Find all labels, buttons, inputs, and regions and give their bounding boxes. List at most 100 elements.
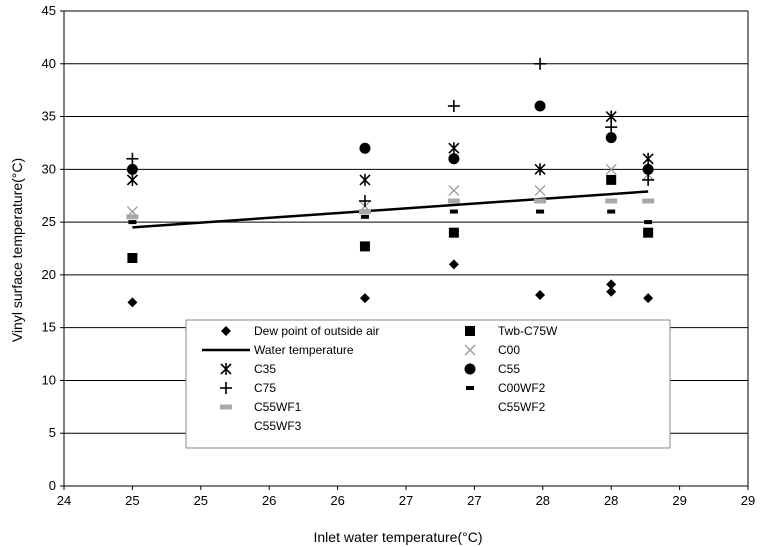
data-point: [642, 173, 655, 186]
legend-label: C75: [254, 381, 276, 395]
data-point: [126, 214, 139, 220]
data-point: [535, 289, 546, 300]
legend-swatch: [221, 326, 231, 336]
circle-marker: [605, 132, 617, 144]
x-tick-label: 28: [536, 493, 550, 508]
y-tick-label: 45: [42, 3, 56, 18]
data-point: [605, 121, 618, 134]
square-marker: [448, 227, 459, 238]
data-point: [534, 184, 546, 196]
water-temperature-line: [132, 190, 649, 229]
diamond-marker: [127, 297, 138, 308]
data-point: [642, 152, 654, 165]
data-point: [448, 259, 459, 270]
x-tick-label: 27: [399, 493, 413, 508]
legend-label: Twb-C75W: [498, 324, 558, 338]
circle-marker: [464, 363, 476, 375]
data-point: [448, 142, 460, 155]
square-marker: [127, 253, 138, 263]
diamond-marker: [606, 279, 617, 290]
data-point: [126, 163, 138, 175]
bar-marker: [358, 209, 371, 215]
legend: Dew point of outside air Twb-C75W Water te…: [185, 319, 671, 449]
bar-marker: [220, 404, 232, 410]
x-tick-label: 29: [672, 493, 686, 508]
x-tick-label: 26: [262, 493, 276, 508]
data-point: [644, 220, 653, 225]
diamond-marker: [359, 293, 370, 304]
x-b: [605, 163, 617, 175]
x-b: [464, 344, 476, 356]
dash-marker: [466, 386, 474, 390]
dash-marker: [360, 214, 369, 219]
data-point: [606, 286, 617, 297]
dash-marker: [644, 220, 653, 225]
legend-label: C00: [498, 343, 520, 357]
x-tick-label: 25: [194, 493, 208, 508]
data-point: [534, 163, 546, 176]
bar-marker: [605, 198, 618, 204]
y-axis-title: Vinyl surface temperature(°C): [9, 158, 25, 342]
legend-label: C55WF2: [498, 400, 546, 414]
data-point: [359, 241, 370, 252]
y-tick-label: 20: [42, 267, 56, 282]
legend-swatch: [464, 344, 476, 356]
circle-marker: [126, 163, 138, 175]
y-tick-label: 5: [49, 425, 56, 440]
data-point: [448, 153, 460, 165]
data-point: [605, 163, 617, 175]
legend-label: C55WF1: [254, 400, 302, 414]
legend-swatch: [464, 363, 476, 375]
y-tick-label: 30: [42, 161, 56, 176]
y-tick-label: 10: [42, 372, 56, 387]
data-point: [358, 209, 371, 215]
square-marker: [606, 174, 617, 185]
diamond-marker: [606, 286, 617, 297]
x-tick-label: 24: [57, 493, 71, 508]
data-point: [359, 293, 370, 304]
y-tick-label: 0: [49, 478, 56, 493]
circle-marker: [642, 163, 654, 175]
legend-swatch: [466, 386, 474, 390]
y-tick-label: 35: [42, 109, 56, 124]
bar-marker: [126, 214, 139, 220]
dash-marker: [449, 209, 458, 214]
data-point: [605, 198, 618, 204]
legend-label: C55: [498, 362, 520, 376]
circle-marker: [534, 100, 546, 112]
data-point: [642, 163, 654, 175]
data-point: [126, 173, 138, 186]
legend-label: Dew point of outside air: [254, 324, 379, 338]
legend-swatch: [220, 363, 232, 375]
legend-label: Water temperature: [254, 343, 354, 357]
data-point: [128, 220, 137, 225]
x-tick-label: 29: [741, 493, 755, 508]
data-point: [126, 152, 139, 165]
legend-swatch: [220, 404, 232, 410]
data-point: [606, 174, 617, 185]
x-b: [534, 184, 546, 196]
legend-label: C35: [254, 362, 276, 376]
data-point: [127, 297, 138, 308]
y-tick-label: 15: [42, 320, 56, 335]
legend-swatch: [465, 326, 475, 336]
x-ticks: 24 25 25 26 26 27 27 28 28 29 29: [57, 486, 755, 508]
data-point: [449, 209, 458, 214]
square-marker: [643, 227, 654, 238]
bar-marker: [534, 198, 547, 204]
data-point: [534, 100, 546, 112]
data-point: [447, 198, 460, 204]
data-point: [606, 279, 617, 290]
diamond-marker: [448, 259, 459, 270]
data-point: [643, 227, 654, 238]
legend-label: C55WF3: [254, 419, 302, 433]
x-b: [448, 184, 460, 196]
diamond-marker: [535, 289, 546, 300]
data-point: [127, 253, 138, 263]
data-point: [605, 110, 617, 123]
square-marker: [465, 326, 475, 336]
data-point: [605, 132, 617, 144]
data-point: [534, 57, 547, 70]
circle-marker: [448, 153, 460, 165]
